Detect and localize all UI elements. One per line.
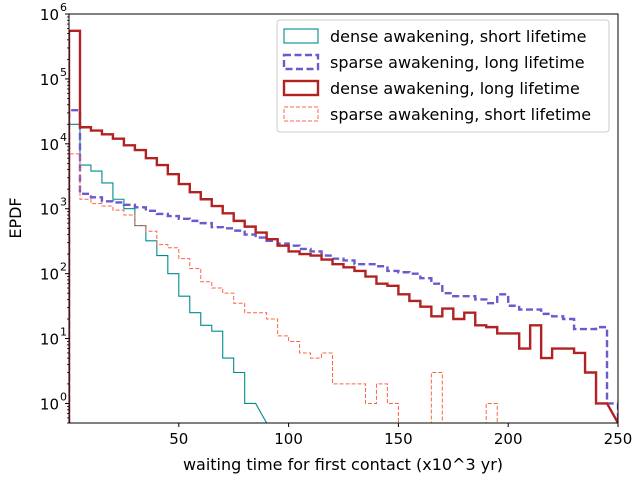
y-tick-exponent: 2 <box>60 261 67 274</box>
x-tick-label: 150 <box>384 430 413 448</box>
y-tick-exponent: 5 <box>60 66 67 79</box>
y-tick-label: 10 <box>40 6 59 24</box>
x-axis: 50 100 150 200 250 <box>169 423 632 448</box>
y-tick-label: 10 <box>40 71 59 89</box>
x-axis-label: waiting time for first contact (x10^3 yr… <box>183 455 503 474</box>
y-tick-exponent: 1 <box>60 326 67 339</box>
x-tick-label: 200 <box>494 430 523 448</box>
legend-box <box>276 19 610 133</box>
y-tick-exponent: 0 <box>60 390 67 403</box>
y-tick-label: 10 <box>40 136 59 154</box>
legend-label: dense awakening, long lifetime <box>330 79 580 98</box>
series-3-line <box>69 29 618 423</box>
y-tick-exponent: 3 <box>60 196 67 209</box>
legend: dense awakening, short lifetime sparse aw… <box>276 19 610 133</box>
y-axis-label: EPDF <box>6 197 25 238</box>
y-tick-exponent: 6 <box>60 1 67 14</box>
y-tick-label: 10 <box>40 395 59 413</box>
legend-label: dense awakening, short lifetime <box>330 27 586 46</box>
legend-swatch <box>283 28 319 44</box>
x-tick-label: 250 <box>604 430 633 448</box>
y-tick-exponent: 4 <box>60 131 67 144</box>
legend-label: sparse awakening, long lifetime <box>330 53 585 72</box>
series-4-line <box>69 153 509 423</box>
legend-label: sparse awakening, short lifetime <box>330 105 591 124</box>
legend-swatch <box>282 53 320 71</box>
y-tick-label: 10 <box>40 201 59 219</box>
series-2-line <box>69 108 618 423</box>
legend-swatch <box>282 79 320 97</box>
x-tick-label: 100 <box>274 430 303 448</box>
x-tick-label: 50 <box>169 430 188 448</box>
series-layer <box>69 29 618 423</box>
series-1-line <box>69 123 268 423</box>
y-tick-label: 10 <box>40 266 59 284</box>
y-tick-label: 10 <box>40 331 59 349</box>
